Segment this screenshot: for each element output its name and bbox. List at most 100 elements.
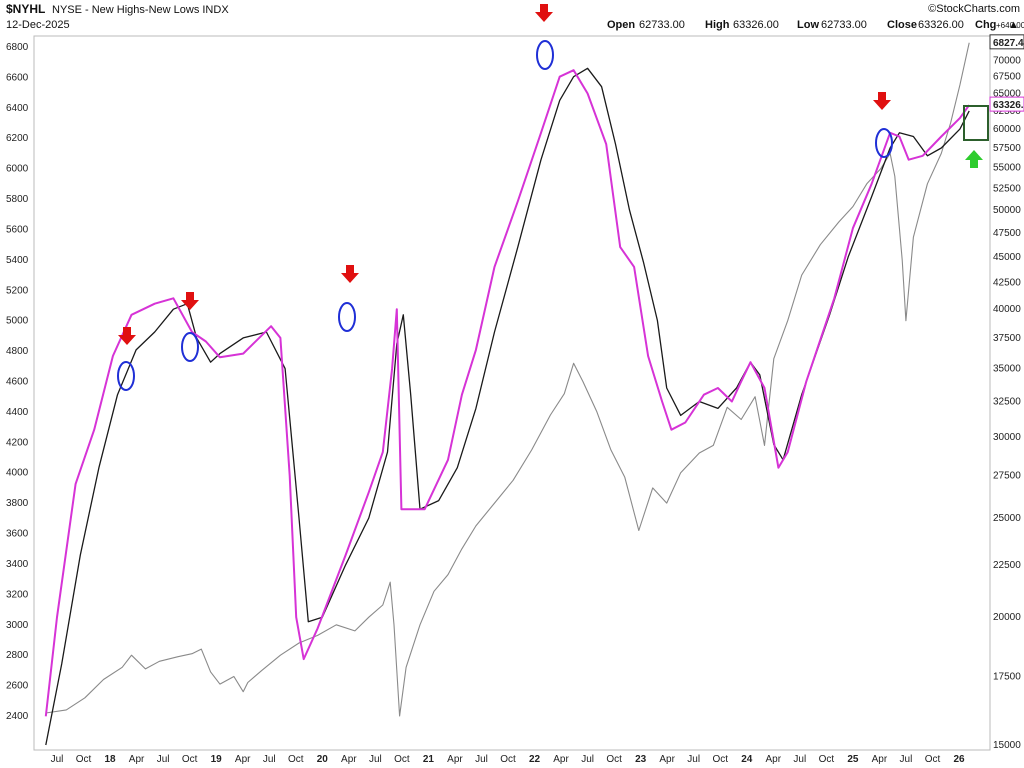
red-down-arrow <box>341 265 359 283</box>
left-tick-label: 2600 <box>6 681 29 692</box>
right-tick-label: 35000 <box>993 364 1021 375</box>
right-tick-label: 15000 <box>993 740 1021 751</box>
right-tick-label: 25000 <box>993 513 1021 524</box>
low-value: 62733.00 <box>821 19 867 31</box>
left-tick-label: 6800 <box>6 42 29 53</box>
left-tick-label: 3800 <box>6 498 29 509</box>
right-tick-label: 32500 <box>993 396 1021 407</box>
x-tick-label: Jul <box>900 754 913 765</box>
right-tick-label: 52500 <box>993 183 1021 194</box>
left-tick-label: 6400 <box>6 103 29 114</box>
x-tick-label: Oct <box>712 754 728 765</box>
left-tick-label: 3000 <box>6 620 29 631</box>
x-tick-label: Oct <box>500 754 516 765</box>
x-tick-label: 21 <box>423 754 435 765</box>
last-value-tag-nyhl <box>989 96 1024 112</box>
right-tick-label: 57500 <box>993 143 1021 154</box>
x-tick-label: 25 <box>847 754 859 765</box>
right-tick-label: 20000 <box>993 612 1021 623</box>
x-axis: Jul Oct 18 Apr Jul Oct 19 Apr Jul Oct 20 Apr Jul Oct 2… <box>51 754 965 765</box>
close-label: Close <box>887 19 917 31</box>
peak-circle <box>536 40 554 70</box>
left-tick-label: 6600 <box>6 72 29 83</box>
x-tick-label: Oct <box>819 754 835 765</box>
x-tick-label: Oct <box>182 754 198 765</box>
peak-circle <box>338 302 356 332</box>
left-tick-label: 2800 <box>6 650 29 661</box>
right-tick-label: 22500 <box>993 560 1021 571</box>
x-tick-label: 26 <box>953 754 965 765</box>
green-up-arrow <box>965 150 983 168</box>
red-down-arrow <box>873 92 891 110</box>
right-tick-label: 50000 <box>993 205 1021 216</box>
left-tick-label: 3200 <box>6 589 29 600</box>
left-tick-label: 5600 <box>6 224 29 235</box>
ticker-symbol: $NYHL <box>6 2 45 16</box>
left-tick-label: 3600 <box>6 529 29 540</box>
open-label: Open <box>607 19 635 31</box>
red-down-arrow <box>181 292 199 310</box>
left-tick-label: 6000 <box>6 164 29 175</box>
x-tick-label: 20 <box>317 754 329 765</box>
x-tick-label: 24 <box>741 754 753 765</box>
last-value-nyhl: 63326.0 <box>993 100 1024 111</box>
close-value: 63326.00 <box>918 19 964 31</box>
x-tick-label: Jul <box>581 754 594 765</box>
x-tick-label: Jul <box>51 754 64 765</box>
x-tick-label: Oct <box>76 754 92 765</box>
chg-up-icon: ▲ <box>1008 19 1019 31</box>
series-line-gray <box>45 42 970 717</box>
x-tick-label: Apr <box>447 754 463 765</box>
red-down-arrow <box>118 327 136 345</box>
last-value-index: 6827.4 <box>993 38 1024 49</box>
x-tick-label: Apr <box>872 754 888 765</box>
x-tick-label: Apr <box>129 754 145 765</box>
x-tick-label: Jul <box>157 754 170 765</box>
left-tick-label: 5200 <box>6 285 29 296</box>
highlight-box <box>963 105 989 141</box>
series-layer: 6827.4 63326.0 <box>44 34 1024 746</box>
chg-value: +640.00 (+1.02%) <box>996 21 1024 30</box>
x-tick-label: Oct <box>606 754 622 765</box>
right-tick-label: 42500 <box>993 277 1021 288</box>
x-tick-label: 18 <box>104 754 116 765</box>
x-tick-label: Oct <box>288 754 304 765</box>
x-tick-label: Apr <box>235 754 251 765</box>
open-value: 62733.00 <box>639 19 685 31</box>
high-value: 63326.00 <box>733 19 779 31</box>
peak-circle <box>117 361 135 391</box>
x-tick-label: Apr <box>553 754 569 765</box>
peak-circle <box>181 332 199 362</box>
right-tick-label: 47500 <box>993 228 1021 239</box>
right-tick-label: 55000 <box>993 163 1021 174</box>
right-tick-label: 67500 <box>993 72 1021 83</box>
left-tick-label: 4800 <box>6 346 29 357</box>
x-tick-label: Apr <box>766 754 782 765</box>
series-line-black <box>45 67 970 746</box>
chg-label: Chg <box>975 19 996 31</box>
left-axis: 6800 6600 6400 6200 6000 5800 5600 5400 5200 5000… <box>6 42 29 722</box>
series-line-magenta <box>44 69 971 717</box>
peak-circle <box>875 128 893 158</box>
x-tick-label: Jul <box>369 754 382 765</box>
left-tick-label: 5400 <box>6 255 29 266</box>
x-tick-label: Jul <box>263 754 276 765</box>
right-axis: 7250070000675006500062500600005750055000… <box>993 40 1021 751</box>
last-value-tag-index <box>989 34 1024 50</box>
high-label: High <box>705 19 730 31</box>
x-tick-label: Oct <box>925 754 941 765</box>
left-tick-label: 6200 <box>6 133 29 144</box>
right-tick-label: 17500 <box>993 672 1021 683</box>
right-tick-label: 27500 <box>993 471 1021 482</box>
x-tick-label: Apr <box>659 754 675 765</box>
x-tick-label: 23 <box>635 754 647 765</box>
left-tick-label: 5000 <box>6 316 29 327</box>
right-tick-label: 30000 <box>993 432 1021 443</box>
x-tick-label: Apr <box>341 754 357 765</box>
right-tick-label: 40000 <box>993 304 1021 315</box>
x-tick-label: Jul <box>687 754 700 765</box>
left-tick-label: 5800 <box>6 194 29 205</box>
left-tick-label: 2400 <box>6 711 29 722</box>
annotation-layer <box>117 4 989 391</box>
